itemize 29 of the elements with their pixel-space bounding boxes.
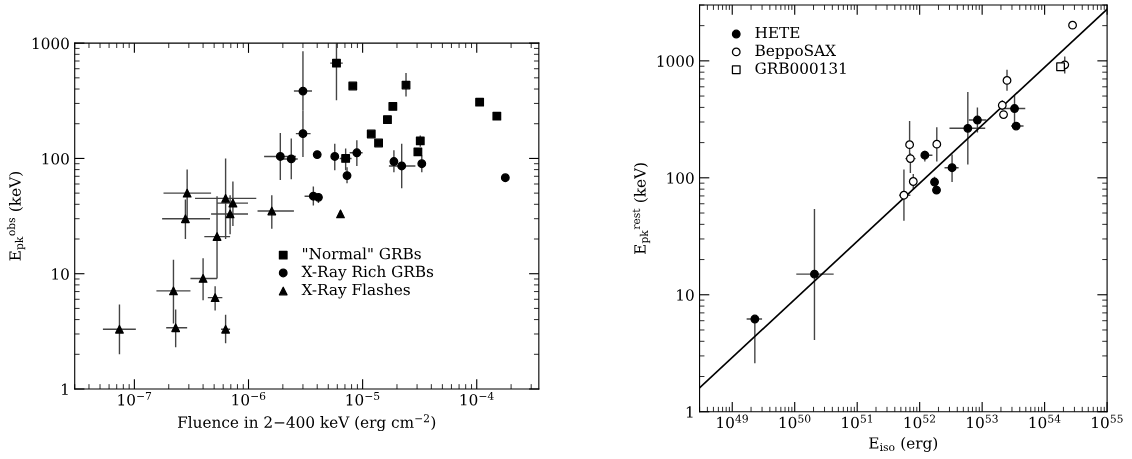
x-tick-label: 10$^{53}$ bbox=[967, 414, 998, 429]
x-tick-label: 10$^{52}$ bbox=[904, 414, 935, 429]
x-tick-label: 10$^{−5}$ bbox=[346, 392, 380, 406]
x-axis-title: E$_{iso}$ (erg) bbox=[869, 436, 938, 452]
y-tick-label: 1000 bbox=[32, 37, 69, 50]
legend-label: BeppoSAX bbox=[755, 44, 836, 60]
y-tick-label: 10 bbox=[677, 289, 694, 301]
y-tick-label: 100 bbox=[42, 152, 69, 165]
legend-label: HETE bbox=[755, 26, 800, 39]
x-tick-label: 10$^{49}$ bbox=[717, 414, 748, 429]
x-tick-label: 10$^{51}$ bbox=[842, 414, 873, 429]
x-axis-title: Fluence in 2−400 keV (erg cm$^{−2}$) bbox=[177, 414, 436, 432]
y-tick-label: 1000 bbox=[657, 55, 694, 67]
y-tick-label: 100 bbox=[667, 172, 694, 184]
x-tick-label: 10$^{−6}$ bbox=[232, 391, 266, 406]
y-tick-label: 1 bbox=[61, 383, 68, 395]
y-tick-label: 10 bbox=[52, 268, 69, 280]
x-tick-label: 10$^{−7}$ bbox=[118, 392, 152, 406]
legend-label: GRB000131 bbox=[755, 62, 846, 74]
x-tick-label: 10$^{50}$ bbox=[779, 414, 811, 429]
x-tick-label: 10$^{55}$ bbox=[1092, 414, 1123, 429]
x-tick-label: 10$^{54}$ bbox=[1029, 414, 1061, 429]
y-axis-title: E$_{pk}$$^{rest}$ (keV) bbox=[632, 163, 651, 254]
y-tick-label: 1 bbox=[686, 406, 693, 418]
legend-label: "Normal" GRBs bbox=[303, 247, 421, 260]
legend-label: X-Ray Rich GRBs bbox=[301, 265, 434, 281]
x-tick-label: 10$^{−4}$ bbox=[460, 391, 494, 406]
legend-label: X-Ray Flashes bbox=[301, 283, 410, 299]
y-axis-title: E$_{pk}$$^{obs}$ (keV) bbox=[6, 172, 26, 261]
